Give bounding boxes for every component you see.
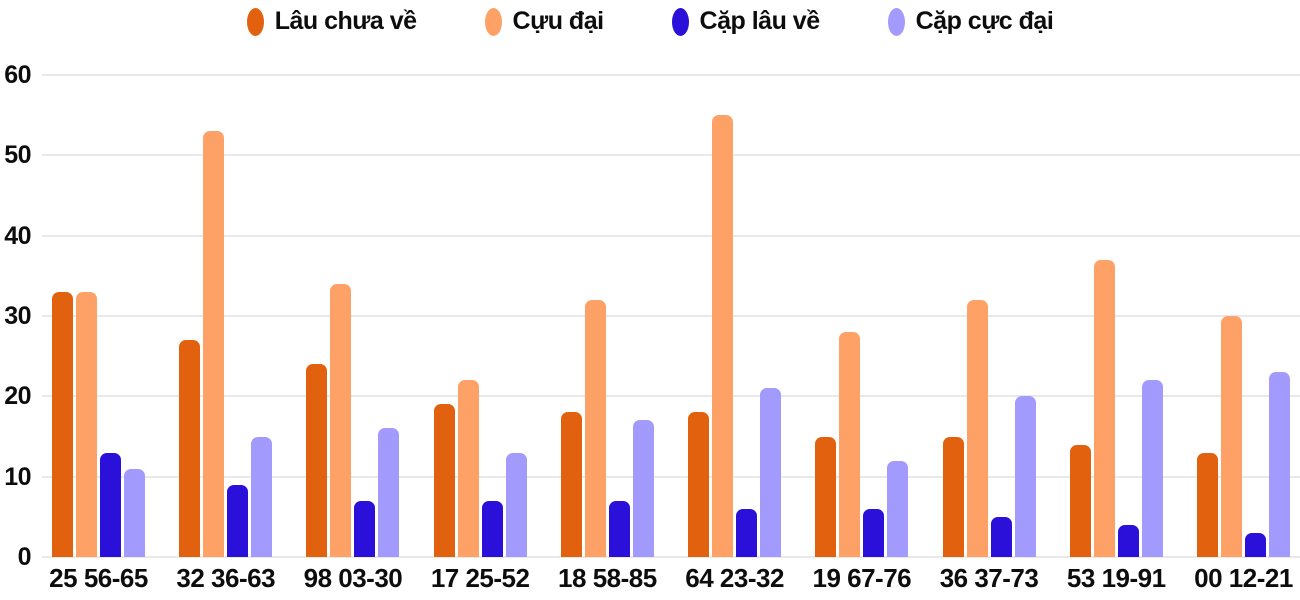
- bar-group-18-58-85: [560, 75, 654, 557]
- bar-series2-00-12-21: [1244, 532, 1266, 557]
- bar-series1-18-58-85: [584, 299, 606, 557]
- bar-series1-19-67-76: [839, 332, 861, 557]
- bar-series2-17-25-52: [481, 500, 503, 557]
- legend-label: Cặp lâu về: [699, 7, 821, 35]
- y-tick-label-0: 0: [17, 543, 32, 571]
- x-tick-label-17-25-52: 17 25-52: [430, 563, 530, 593]
- bar-series2-19-67-76: [863, 508, 885, 557]
- bar-series1-00-12-21: [1220, 316, 1242, 557]
- legend-label: Lâu chưa về: [274, 7, 417, 35]
- bar-series2-64-23-32: [736, 508, 758, 557]
- x-tick-label-19-67-76: 19 67-76: [812, 563, 912, 593]
- x-tick-label-64-23-32: 64 23-32: [685, 563, 784, 593]
- y-tick-label-50: 50: [4, 141, 31, 170]
- bar-series3-32-36-63: [251, 436, 273, 557]
- bar-group-00-12-21: [1196, 75, 1290, 557]
- bar-series0-53-19-91: [1069, 444, 1091, 557]
- bar-series0-18-58-85: [560, 412, 582, 557]
- x-axis-labels: 25 56-65 32 36-63 98 03-30 17 25-52 18 58-85…: [42, 562, 1300, 594]
- legend-dot-cap-lau-ve-icon: [671, 7, 689, 36]
- gridline-y60: [42, 74, 1300, 76]
- bar-series3-36-37-73: [1014, 396, 1036, 557]
- bar-series1-36-37-73: [966, 299, 988, 557]
- bar-series1-53-19-91: [1093, 259, 1115, 557]
- legend-dot-cuu-dai-icon: [484, 7, 502, 36]
- bar-group-19-67-76: [815, 75, 909, 557]
- bar-series0-19-67-76: [815, 436, 837, 557]
- bar-series3-64-23-32: [760, 388, 782, 557]
- x-tick-label-25-56-65: 25 56-65: [49, 563, 148, 593]
- x-tick-label-36-37-73: 36 37-73: [939, 563, 1039, 593]
- legend-item-cuu-dai[interactable]: Cựu đại: [484, 7, 605, 36]
- x-tick-label-98-03-30: 98 03-30: [303, 563, 403, 593]
- bar-series1-98-03-30: [330, 283, 352, 557]
- y-tick-label-40: 40: [4, 221, 31, 250]
- legend-item-cap-lau-ve[interactable]: Cặp lâu về: [671, 7, 821, 36]
- y-tick-label-30: 30: [4, 302, 31, 330]
- legend-label: Cựu đại: [512, 7, 605, 35]
- bar-group-98-03-30: [306, 75, 400, 557]
- bar-series0-17-25-52: [433, 404, 455, 557]
- bar-series0-64-23-32: [688, 412, 710, 557]
- bar-series3-00-12-21: [1268, 372, 1290, 557]
- bar-series2-25-56-65: [100, 452, 121, 557]
- bar-series0-00-12-21: [1196, 452, 1218, 557]
- bar-series3-98-03-30: [378, 428, 400, 557]
- gridline-y50: [42, 154, 1300, 157]
- bar-group-32-36-63: [179, 75, 273, 557]
- gridline-y40: [42, 234, 1300, 237]
- gridline-y10: [42, 475, 1300, 478]
- x-tick-label-00-12-21: 00 12-21: [1194, 563, 1293, 593]
- chart-legend: Lâu chưa về Cựu đại Cặp lâu về Cặp cực đ…: [0, 7, 1300, 36]
- y-tick-label-60: 60: [4, 61, 31, 89]
- bar-group-17-25-52: [433, 75, 527, 557]
- bar-group-25-56-65: [52, 75, 145, 557]
- y-tick-label-10: 10: [4, 462, 31, 491]
- bar-series1-17-25-52: [457, 380, 479, 557]
- bar-series0-32-36-63: [179, 340, 201, 557]
- x-tick-label-32-36-63: 32 36-63: [176, 563, 276, 593]
- bar-series2-98-03-30: [354, 500, 376, 557]
- bar-series2-53-19-91: [1117, 524, 1139, 557]
- x-tick-label-53-19-91: 53 19-91: [1066, 563, 1166, 593]
- gridline-y30: [42, 315, 1300, 317]
- legend-dot-lau-chua-ve-icon: [246, 7, 264, 36]
- bar-series1-25-56-65: [76, 291, 97, 557]
- y-tick-label-20: 20: [4, 382, 31, 411]
- bar-series0-36-37-73: [942, 436, 964, 557]
- legend-item-cap-cuc-dai[interactable]: Cặp cực đại: [887, 7, 1054, 36]
- gridline-y20: [42, 395, 1300, 398]
- bar-series2-36-37-73: [990, 516, 1012, 557]
- bar-series3-19-67-76: [887, 460, 909, 557]
- bar-group-53-19-91: [1069, 75, 1163, 557]
- bar-series0-98-03-30: [306, 364, 328, 557]
- legend-item-lau-chua-ve[interactable]: Lâu chưa về: [246, 7, 417, 36]
- bar-series3-53-19-91: [1141, 380, 1163, 557]
- bar-group-64-23-32: [688, 75, 782, 557]
- bar-series3-25-56-65: [124, 468, 145, 557]
- bar-series3-18-58-85: [632, 420, 654, 557]
- bar-series2-32-36-63: [227, 484, 249, 557]
- bar-group-36-37-73: [942, 75, 1036, 557]
- bar-series1-32-36-63: [203, 131, 225, 557]
- x-tick-label-18-58-85: 18 58-85: [558, 563, 657, 593]
- bar-series0-25-56-65: [52, 291, 73, 557]
- bars-row: [42, 75, 1300, 557]
- gridline-y0: [42, 556, 1300, 558]
- bar-series1-64-23-32: [712, 115, 734, 557]
- bar-series2-18-58-85: [608, 500, 630, 557]
- legend-label: Cặp cực đại: [915, 7, 1054, 35]
- bar-series3-17-25-52: [505, 452, 527, 557]
- legend-dot-cap-cuc-dai-icon: [887, 7, 905, 36]
